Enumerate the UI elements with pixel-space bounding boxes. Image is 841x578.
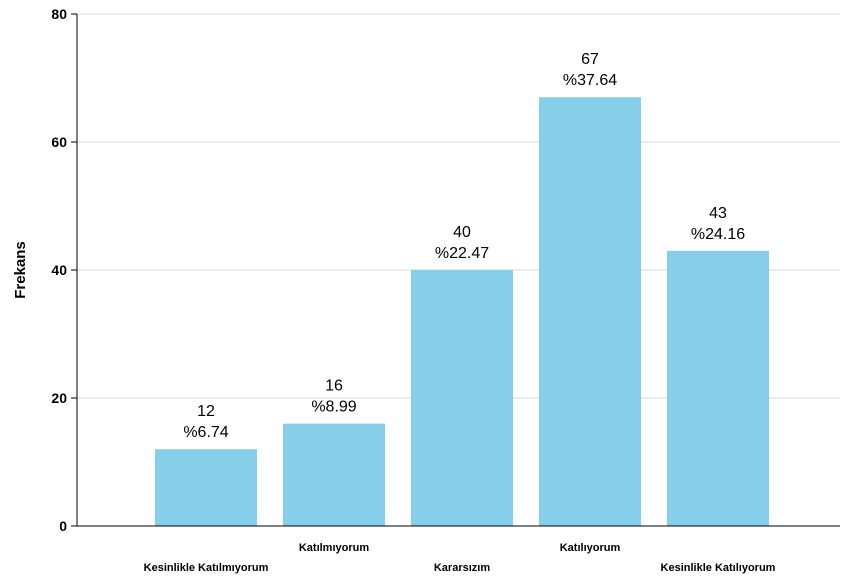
bar-value-label: 12 — [197, 403, 215, 420]
bar-value-label: 67 — [581, 51, 599, 68]
y-axis-label: Frekans — [12, 241, 29, 299]
y-tick-label: 40 — [51, 262, 67, 278]
bar — [283, 423, 385, 526]
x-category-labels: Kesinlikle Katılmıyorum Katılmıyorum Karar… — [144, 542, 776, 574]
bar — [155, 449, 257, 526]
bar — [539, 97, 641, 526]
bar-percent-label: %6.74 — [183, 424, 228, 441]
bar — [667, 250, 769, 527]
x-category-label: Kesinlikle Katılıyorum — [661, 562, 776, 574]
y-tick-label: 20 — [51, 390, 67, 406]
data-labels: 12 %6.74 16 %8.99 40 %22.47 67 %37.64 43 %24.16 — [183, 51, 745, 441]
bars — [155, 97, 769, 527]
bar-value-label: 16 — [325, 378, 343, 395]
y-tick-label: 0 — [59, 518, 67, 534]
x-category-label: Katılıyorum — [560, 542, 621, 554]
bar-value-label: 43 — [709, 205, 727, 222]
bar — [411, 270, 513, 526]
bar-percent-label: %37.64 — [563, 72, 617, 89]
x-category-label: Kesinlikle Katılmıyorum — [144, 562, 269, 574]
y-tick-label: 60 — [51, 134, 67, 150]
bar-percent-label: %22.47 — [435, 245, 489, 262]
bar-percent-label: %8.99 — [311, 399, 356, 416]
y-ticks: 0 20 40 60 80 — [51, 6, 77, 534]
bar-percent-label: %24.16 — [691, 226, 745, 243]
x-category-label: Katılmıyorum — [299, 542, 370, 554]
y-tick-label: 80 — [51, 6, 67, 22]
bar-value-label: 40 — [453, 224, 471, 241]
x-category-label: Kararsızım — [434, 562, 490, 574]
